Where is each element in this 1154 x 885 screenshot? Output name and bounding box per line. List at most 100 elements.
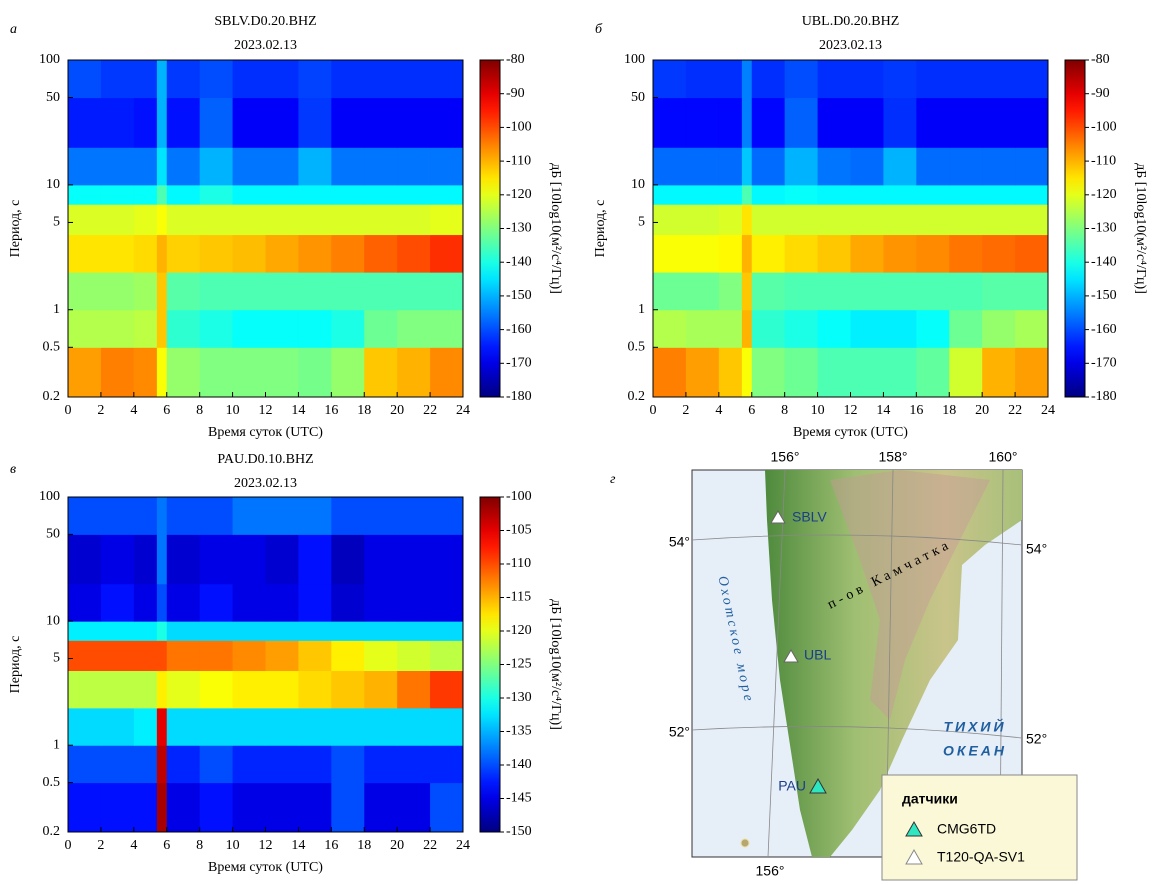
- heat-cell: [331, 347, 365, 398]
- y-tick-label: 0.5: [43, 340, 61, 355]
- heat-cell: [1015, 97, 1049, 148]
- x-tick-label: 20: [390, 403, 404, 418]
- heat-cell: [430, 60, 464, 99]
- x-tick-label: 6: [163, 403, 170, 418]
- heat-cell: [232, 745, 266, 784]
- heat-cell: [397, 184, 431, 205]
- heat-cell: [784, 272, 819, 311]
- heat-cell: [850, 97, 884, 148]
- heat-cell: [1015, 347, 1049, 398]
- heat-cell: [430, 670, 464, 709]
- colorbar-tick-label: -90: [506, 86, 525, 101]
- colorbar: [479, 59, 501, 398]
- heat-cell: [199, 670, 234, 709]
- heat-cell: [817, 204, 851, 236]
- heat-cell: [100, 745, 135, 784]
- heat-cell: [982, 97, 1016, 148]
- heat-cell: [718, 184, 743, 205]
- heat-cell: [100, 309, 135, 348]
- heat-cell: [133, 745, 158, 784]
- colorbar-tick-label: -140: [506, 757, 532, 772]
- colorbar-tick-label: -180: [1091, 389, 1117, 404]
- heat-cell: [199, 707, 234, 746]
- heat-cell: [850, 184, 884, 205]
- x-tick-label: 24: [456, 838, 470, 853]
- heat-cell: [298, 534, 332, 585]
- heat-cell: [298, 670, 332, 709]
- heat-cell: [133, 347, 158, 398]
- heat-cell: [916, 272, 950, 311]
- heat-cell: [156, 97, 168, 148]
- heat-cell: [751, 204, 786, 236]
- chart-subtitle: 2023.02.13: [234, 38, 297, 53]
- heat-cell: [265, 640, 299, 672]
- heat-cell: [68, 670, 102, 709]
- colorbar-label: дБ [10log10(м²/с⁴/Гц)]: [548, 599, 563, 730]
- heat-cell: [156, 745, 168, 784]
- y-tick-label: 100: [39, 489, 60, 504]
- heat-cell: [397, 204, 431, 236]
- heat-cell: [741, 204, 753, 236]
- x-tick-label: 6: [163, 838, 170, 853]
- colorbar-label: дБ [10log10(м²/с⁴/Гц)]: [548, 163, 563, 294]
- heat-cell: [982, 147, 1016, 186]
- heat-cell: [156, 272, 168, 311]
- chart-subtitle: 2023.02.13: [819, 38, 882, 53]
- y-tick-label: 5: [638, 215, 645, 230]
- heat-cell: [68, 347, 102, 398]
- heat-cell: [265, 272, 299, 311]
- heat-cell: [916, 309, 950, 348]
- heat-cell: [364, 621, 398, 641]
- station-marker: [770, 510, 786, 524]
- x-tick-label: 16: [324, 838, 338, 853]
- heat-cell: [265, 60, 299, 99]
- heat-cell: [265, 670, 299, 709]
- heat-cell: [741, 60, 753, 99]
- ocean-label: ОКЕАН: [943, 743, 1007, 759]
- heat-cell: [685, 347, 720, 398]
- heat-cell: [685, 234, 720, 273]
- heat-cell: [850, 272, 884, 311]
- heat-cell: [653, 309, 687, 348]
- heat-cell: [817, 347, 851, 398]
- heat-cell: [265, 204, 299, 236]
- y-tick-label: 0.2: [43, 824, 61, 839]
- heat-cell: [100, 782, 135, 833]
- colorbar-tick-label: -150: [1091, 288, 1117, 303]
- y-tick-label: 10: [46, 613, 60, 628]
- heat-cell: [685, 97, 720, 148]
- heat-cell: [100, 184, 135, 205]
- heat-cell: [397, 621, 431, 641]
- heat-cell: [364, 583, 398, 622]
- colorbar-tick-label: -100: [506, 489, 532, 504]
- heat-cell: [430, 272, 464, 311]
- heat-cell: [784, 147, 819, 186]
- colorbar-tick-label: -125: [506, 657, 532, 672]
- heat-cell: [133, 147, 158, 186]
- legend-entry: T120-QA-SV1: [937, 849, 1025, 865]
- heat-cell: [298, 621, 332, 641]
- y-axis-label: Период, с: [8, 636, 23, 694]
- station-marker: [783, 649, 799, 663]
- lon-label: 156°: [771, 449, 800, 465]
- heat-cell: [883, 184, 917, 205]
- heat-cell: [883, 347, 917, 398]
- heat-cell: [883, 204, 917, 236]
- colorbar-tick-label: -140: [1091, 254, 1117, 269]
- island: [740, 838, 750, 848]
- heat-cell: [156, 60, 168, 99]
- heat-cell: [817, 97, 851, 148]
- heat-cell: [751, 234, 786, 273]
- heat-cell: [397, 272, 431, 311]
- heat-cell: [331, 745, 365, 784]
- y-tick-label: 0.2: [628, 389, 646, 404]
- heat-cell: [430, 640, 464, 672]
- heat-cell: [364, 497, 398, 535]
- heat-cell: [100, 347, 135, 398]
- heat-cell: [166, 782, 201, 833]
- heat-cell: [133, 583, 158, 622]
- heat-cell: [653, 347, 687, 398]
- heat-cell: [331, 497, 365, 535]
- heat-cell: [916, 60, 950, 99]
- x-tick-label: 22: [1008, 403, 1022, 418]
